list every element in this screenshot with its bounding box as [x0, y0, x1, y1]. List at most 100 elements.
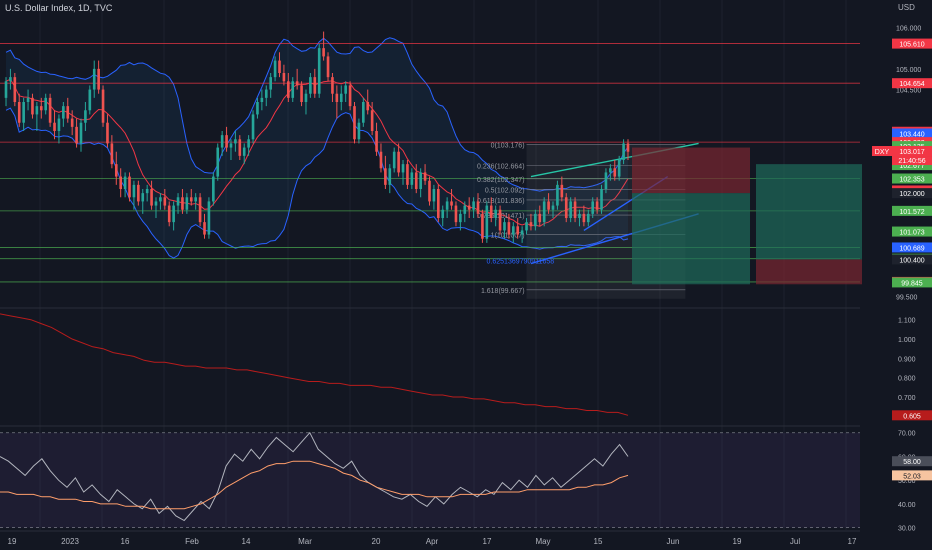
price-label-bg: [892, 226, 932, 237]
bollinger-lower: [5, 107, 629, 259]
candle-body: [198, 197, 202, 223]
candle-body: [459, 213, 462, 223]
price-label-bg: [892, 128, 932, 139]
moving-average: [5, 78, 629, 227]
candle-body: [203, 222, 206, 235]
candle-body: [92, 68, 96, 90]
price-tick: 99.500: [896, 295, 918, 302]
candle-body: [264, 89, 268, 98]
candle-body: [366, 102, 370, 111]
x-tick: 16: [121, 537, 130, 546]
price-label: 104.654: [899, 81, 924, 88]
candle-body: [260, 97, 264, 102]
candle-body: [172, 205, 175, 223]
candle-body: [9, 77, 12, 82]
x-tick: 17: [848, 537, 857, 546]
fib-label: 0.5(102.092): [485, 187, 525, 194]
candle-body: [511, 226, 515, 235]
candle-body: [106, 122, 109, 144]
rsi-tick: 30.00: [898, 526, 916, 533]
candle-body: [128, 176, 131, 198]
candle-body: [392, 151, 396, 169]
candle-body: [617, 160, 621, 177]
short-stop-zone: [632, 147, 750, 194]
candle-body: [4, 81, 8, 98]
candle-body: [622, 143, 625, 160]
candle-body: [212, 176, 215, 202]
osc-tick: 0.800: [898, 376, 916, 383]
price-label: 102.677: [899, 163, 924, 170]
candle-body: [362, 102, 365, 123]
candle-body: [529, 222, 533, 227]
candle-body: [556, 184, 559, 206]
x-tick: Feb: [185, 537, 199, 546]
candle-body: [436, 189, 440, 218]
candle-body: [88, 89, 92, 111]
candle-body: [564, 197, 568, 218]
candle-body: [278, 60, 281, 73]
candle-body: [137, 184, 140, 202]
candle-body: [428, 180, 431, 202]
rsi-ma-label: 52.03: [903, 473, 921, 480]
candle-body: [287, 81, 290, 98]
price-label: 99.845: [901, 280, 923, 287]
oscillator-line: [0, 313, 629, 416]
x-tick: 19: [8, 537, 17, 546]
candle-body: [582, 213, 586, 223]
price-label: 100.689: [899, 245, 924, 252]
candle-body: [339, 93, 343, 102]
price-label-bg: [892, 146, 932, 157]
candle-body: [525, 222, 528, 231]
candle-body: [13, 77, 17, 102]
candle-body: [560, 184, 564, 198]
candle-body: [220, 135, 224, 148]
symbol-tag-bg: [872, 146, 892, 157]
candle-body: [370, 110, 374, 131]
fib-label: 0.618(101.836): [477, 198, 524, 205]
countdown-label: 21:40:56: [898, 158, 925, 165]
candle-body: [569, 201, 572, 218]
candle-body: [326, 56, 330, 78]
candle-body: [489, 205, 493, 218]
candle-body: [114, 164, 118, 177]
price-label-bg: [892, 254, 932, 265]
x-tick: 20: [372, 537, 381, 546]
candle-body: [295, 81, 299, 86]
candle-body: [273, 60, 277, 78]
candle-body: [472, 201, 475, 210]
candle-body: [242, 147, 246, 156]
candle-body: [62, 106, 65, 119]
candle-body: [282, 73, 286, 82]
fib-label: 0.6251369790911658: [487, 259, 555, 266]
candle-body: [185, 197, 189, 210]
candle-body: [79, 122, 83, 144]
candle-body: [463, 205, 467, 214]
candle-body: [384, 168, 387, 185]
candle-body: [357, 122, 361, 140]
candle-body: [476, 201, 480, 214]
price-label: 100.400: [899, 257, 924, 264]
candle-body: [445, 201, 449, 210]
price-tick: 106.000: [896, 25, 921, 32]
candle-body: [17, 102, 21, 123]
candle-body: [291, 81, 295, 98]
candle-body: [595, 201, 599, 210]
candle-body: [39, 106, 43, 111]
price-tick: 105.000: [896, 67, 921, 74]
candle-body: [251, 114, 255, 140]
candle-body: [313, 77, 317, 94]
rsi-label: 58.00: [903, 459, 921, 466]
candle-body: [154, 201, 158, 206]
candle-body: [167, 205, 171, 223]
candle-body: [75, 126, 78, 144]
fib-label: 1(101.007): [491, 232, 525, 239]
candle-body: [150, 189, 153, 206]
x-tick: 17: [483, 537, 492, 546]
candle-body: [57, 118, 61, 131]
candle-body: [335, 93, 339, 102]
long-target-zone: [756, 164, 873, 260]
candle-body: [450, 201, 453, 206]
candle-body: [163, 197, 167, 206]
price-label-bg: [892, 242, 932, 253]
